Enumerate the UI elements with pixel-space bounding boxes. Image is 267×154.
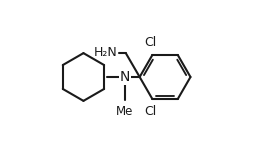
Text: N: N [120,70,130,84]
Text: Me: Me [116,105,134,118]
Text: Cl: Cl [145,36,157,49]
Text: H₂N: H₂N [93,46,117,59]
Text: Cl: Cl [145,105,157,118]
